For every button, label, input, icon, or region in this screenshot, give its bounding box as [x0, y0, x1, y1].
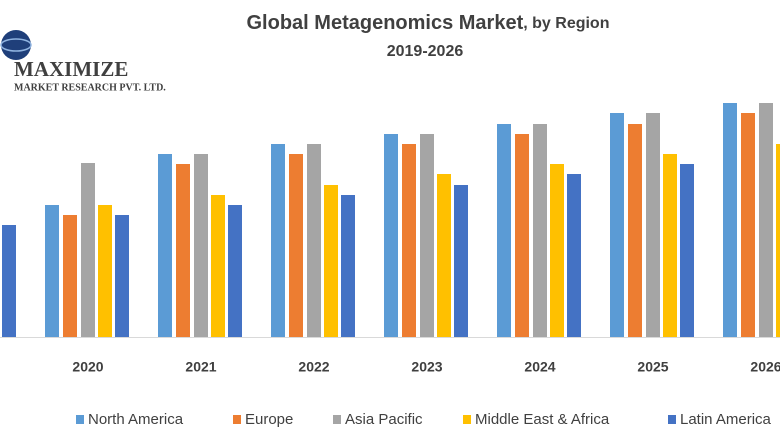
bar [741, 113, 755, 337]
bar [402, 144, 416, 337]
bar [63, 215, 77, 337]
legend-swatch [668, 415, 676, 424]
bar [454, 185, 468, 337]
bar [341, 195, 355, 337]
bar [759, 103, 773, 337]
bar [2, 225, 16, 337]
x-tick-label: 2025 [637, 359, 668, 375]
legend-swatch [333, 415, 341, 424]
legend-label: Asia Pacific [345, 411, 423, 428]
bar [228, 205, 242, 337]
bar [497, 124, 511, 337]
bar [115, 215, 129, 337]
bar [158, 154, 172, 337]
bar [194, 154, 208, 337]
bar [289, 154, 303, 337]
logo-name: MAXIMIZE [14, 57, 128, 81]
bar [776, 144, 780, 337]
bar [98, 205, 112, 337]
bar [437, 174, 451, 337]
x-tick-label: 2026 [750, 359, 780, 375]
x-tick-label: 2021 [185, 359, 216, 375]
bar [384, 134, 398, 337]
bar [533, 124, 547, 337]
legend-label: North America [88, 411, 184, 428]
x-tick-label: 2022 [298, 359, 329, 375]
bar [211, 195, 225, 337]
bar [45, 205, 59, 337]
logo-tagline: MARKET RESEARCH PVT. LTD. [14, 82, 166, 93]
logo-orbit [0, 38, 32, 52]
bar [646, 113, 660, 337]
bar [420, 134, 434, 337]
bar [663, 154, 677, 337]
bar [628, 124, 642, 337]
bar [680, 164, 694, 337]
bar [307, 144, 321, 337]
logo: MAXIMIZE MARKET RESEARCH PVT. LTD. [0, 30, 166, 93]
bar [81, 163, 95, 337]
bar [567, 174, 581, 337]
x-tick-label: 2024 [524, 359, 555, 375]
legend-swatch [76, 415, 84, 424]
bar [176, 164, 190, 337]
x-tick-label: 2023 [411, 359, 442, 375]
bar [550, 164, 564, 337]
title-main: Global Metagenomics Market [247, 12, 524, 34]
x-tick-label: 2020 [72, 359, 103, 375]
bar [723, 103, 737, 337]
legend-swatch [233, 415, 241, 424]
chart-subtitle: 2019-2026 [387, 43, 464, 60]
legend-label: Middle East & Africa [475, 411, 610, 428]
bar [324, 185, 338, 337]
legend-swatch [463, 415, 471, 424]
chart-title: Global Metagenomics Market, by Region [247, 12, 610, 34]
title-suffix: , by Region [523, 15, 609, 32]
bar [515, 134, 529, 337]
legend-label: Latin America [680, 411, 772, 428]
legend-label: Europe [245, 411, 293, 428]
logo-globe [1, 30, 31, 60]
bar [271, 144, 285, 337]
bar [610, 113, 624, 337]
